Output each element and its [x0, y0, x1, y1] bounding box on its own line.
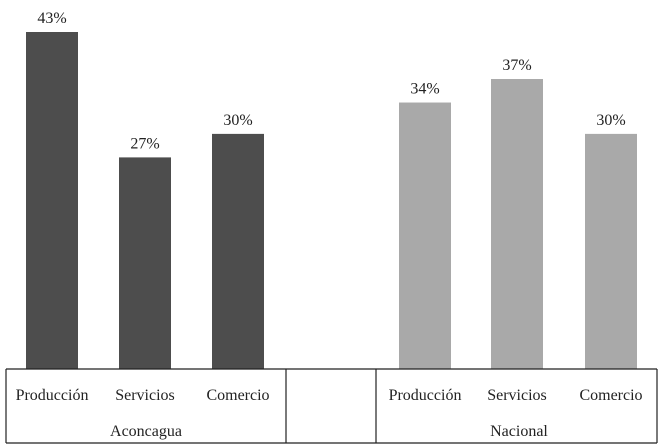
- category-label: Producción: [16, 387, 89, 404]
- category-label: Servicios: [487, 387, 547, 404]
- bar-aconcagua-2: [119, 157, 171, 369]
- category-label: Comercio: [206, 387, 269, 404]
- value-label: 37%: [502, 57, 531, 74]
- category-label: Producción: [389, 387, 462, 404]
- bar-nacional-1: [399, 102, 451, 369]
- bar-aconcagua-1: [26, 32, 78, 369]
- category-label: Servicios: [115, 387, 175, 404]
- bar-aconcagua-3: [212, 133, 264, 369]
- bars-layer: [26, 32, 637, 369]
- group-label-nacional: Nacional: [490, 423, 548, 440]
- value-label: 30%: [596, 112, 625, 129]
- value-label: 30%: [223, 112, 252, 129]
- value-label: 34%: [410, 81, 439, 98]
- category-table: [5, 368, 658, 444]
- value-label: 27%: [130, 135, 159, 152]
- category-label: Comercio: [579, 387, 642, 404]
- value-label: 43%: [37, 10, 66, 27]
- bar-nacional-3: [585, 133, 637, 369]
- bar-nacional-2: [491, 79, 543, 369]
- group-label-aconcagua: Aconcagua: [110, 423, 182, 440]
- labels-layer: 43% Producción 27% Servicios 30% Comercio Acon…: [16, 10, 643, 440]
